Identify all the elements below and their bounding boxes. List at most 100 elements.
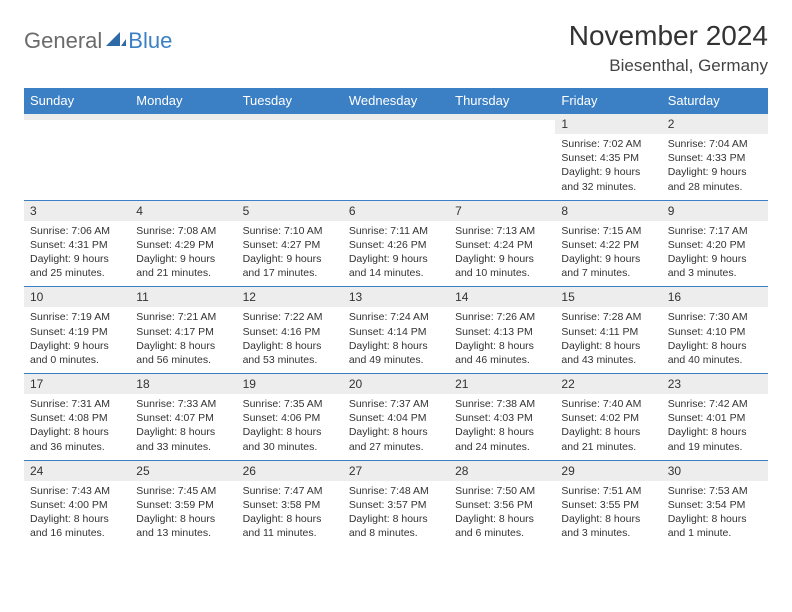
sunrise-text: Sunrise: 7:19 AM (30, 310, 124, 324)
day-body: Sunrise: 7:02 AMSunset: 4:35 PMDaylight:… (555, 134, 661, 200)
day-body: Sunrise: 7:31 AMSunset: 4:08 PMDaylight:… (24, 394, 130, 460)
weekday-header: Friday (555, 88, 661, 114)
day-cell: 10Sunrise: 7:19 AMSunset: 4:19 PMDayligh… (24, 287, 130, 374)
daylight-text: Daylight: 8 hours and 46 minutes. (455, 339, 549, 367)
sunset-text: Sunset: 4:35 PM (561, 151, 655, 165)
sunrise-text: Sunrise: 7:17 AM (668, 224, 762, 238)
header: General Blue November 2024 Biesenthal, G… (24, 20, 768, 76)
day-number: 5 (237, 201, 343, 221)
day-body (237, 120, 343, 178)
day-number: 6 (343, 201, 449, 221)
day-body: Sunrise: 7:15 AMSunset: 4:22 PMDaylight:… (555, 221, 661, 287)
sunrise-text: Sunrise: 7:13 AM (455, 224, 549, 238)
day-body: Sunrise: 7:06 AMSunset: 4:31 PMDaylight:… (24, 221, 130, 287)
sunrise-text: Sunrise: 7:51 AM (561, 484, 655, 498)
daylight-text: Daylight: 9 hours and 32 minutes. (561, 165, 655, 193)
daylight-text: Daylight: 8 hours and 1 minute. (668, 512, 762, 540)
daylight-text: Daylight: 8 hours and 53 minutes. (243, 339, 337, 367)
sunrise-text: Sunrise: 7:40 AM (561, 397, 655, 411)
sunset-text: Sunset: 4:08 PM (30, 411, 124, 425)
day-number: 14 (449, 287, 555, 307)
day-body: Sunrise: 7:37 AMSunset: 4:04 PMDaylight:… (343, 394, 449, 460)
day-body: Sunrise: 7:50 AMSunset: 3:56 PMDaylight:… (449, 481, 555, 547)
day-body: Sunrise: 7:45 AMSunset: 3:59 PMDaylight:… (130, 481, 236, 547)
day-number: 28 (449, 461, 555, 481)
daylight-text: Daylight: 8 hours and 8 minutes. (349, 512, 443, 540)
sunrise-text: Sunrise: 7:48 AM (349, 484, 443, 498)
day-body: Sunrise: 7:48 AMSunset: 3:57 PMDaylight:… (343, 481, 449, 547)
daylight-text: Daylight: 8 hours and 36 minutes. (30, 425, 124, 453)
daylight-text: Daylight: 9 hours and 14 minutes. (349, 252, 443, 280)
sunrise-text: Sunrise: 7:02 AM (561, 137, 655, 151)
sunset-text: Sunset: 4:29 PM (136, 238, 230, 252)
weekday-header: Monday (130, 88, 236, 114)
sunset-text: Sunset: 3:56 PM (455, 498, 549, 512)
day-number: 16 (662, 287, 768, 307)
day-number: 21 (449, 374, 555, 394)
day-cell: 28Sunrise: 7:50 AMSunset: 3:56 PMDayligh… (449, 460, 555, 546)
day-number: 4 (130, 201, 236, 221)
weekday-header: Tuesday (237, 88, 343, 114)
day-cell: 16Sunrise: 7:30 AMSunset: 4:10 PMDayligh… (662, 287, 768, 374)
day-cell: 24Sunrise: 7:43 AMSunset: 4:00 PMDayligh… (24, 460, 130, 546)
sunset-text: Sunset: 4:01 PM (668, 411, 762, 425)
sunset-text: Sunset: 4:19 PM (30, 325, 124, 339)
day-body: Sunrise: 7:21 AMSunset: 4:17 PMDaylight:… (130, 307, 236, 373)
day-cell (343, 114, 449, 201)
day-number: 20 (343, 374, 449, 394)
day-number: 30 (662, 461, 768, 481)
sunset-text: Sunset: 3:54 PM (668, 498, 762, 512)
daylight-text: Daylight: 8 hours and 19 minutes. (668, 425, 762, 453)
day-body: Sunrise: 7:53 AMSunset: 3:54 PMDaylight:… (662, 481, 768, 547)
day-cell: 9Sunrise: 7:17 AMSunset: 4:20 PMDaylight… (662, 200, 768, 287)
day-body: Sunrise: 7:30 AMSunset: 4:10 PMDaylight:… (662, 307, 768, 373)
day-cell: 4Sunrise: 7:08 AMSunset: 4:29 PMDaylight… (130, 200, 236, 287)
day-number: 9 (662, 201, 768, 221)
day-body: Sunrise: 7:24 AMSunset: 4:14 PMDaylight:… (343, 307, 449, 373)
daylight-text: Daylight: 8 hours and 16 minutes. (30, 512, 124, 540)
day-cell: 25Sunrise: 7:45 AMSunset: 3:59 PMDayligh… (130, 460, 236, 546)
day-cell (449, 114, 555, 201)
day-body: Sunrise: 7:28 AMSunset: 4:11 PMDaylight:… (555, 307, 661, 373)
daylight-text: Daylight: 8 hours and 49 minutes. (349, 339, 443, 367)
daylight-text: Daylight: 8 hours and 30 minutes. (243, 425, 337, 453)
day-number: 23 (662, 374, 768, 394)
logo-text-blue: Blue (128, 28, 172, 54)
sunrise-text: Sunrise: 7:04 AM (668, 137, 762, 151)
day-cell: 20Sunrise: 7:37 AMSunset: 4:04 PMDayligh… (343, 374, 449, 461)
day-body: Sunrise: 7:47 AMSunset: 3:58 PMDaylight:… (237, 481, 343, 547)
sunset-text: Sunset: 4:04 PM (349, 411, 443, 425)
day-cell: 8Sunrise: 7:15 AMSunset: 4:22 PMDaylight… (555, 200, 661, 287)
day-number: 2 (662, 114, 768, 134)
daylight-text: Daylight: 9 hours and 3 minutes. (668, 252, 762, 280)
day-cell: 27Sunrise: 7:48 AMSunset: 3:57 PMDayligh… (343, 460, 449, 546)
day-cell: 3Sunrise: 7:06 AMSunset: 4:31 PMDaylight… (24, 200, 130, 287)
sunrise-text: Sunrise: 7:35 AM (243, 397, 337, 411)
day-number: 15 (555, 287, 661, 307)
day-number: 8 (555, 201, 661, 221)
sunset-text: Sunset: 4:22 PM (561, 238, 655, 252)
daylight-text: Daylight: 8 hours and 40 minutes. (668, 339, 762, 367)
day-cell (24, 114, 130, 201)
day-number: 26 (237, 461, 343, 481)
daylight-text: Daylight: 9 hours and 28 minutes. (668, 165, 762, 193)
day-cell: 12 Sunrise: 7:22 AMSunset: 4:16 PMDayligh… (237, 287, 343, 374)
sunset-text: Sunset: 4:16 PM (243, 325, 337, 339)
daylight-text: Daylight: 9 hours and 21 minutes. (136, 252, 230, 280)
sunset-text: Sunset: 4:06 PM (243, 411, 337, 425)
day-body: Sunrise: 7:33 AMSunset: 4:07 PMDaylight:… (130, 394, 236, 460)
daylight-text: Daylight: 9 hours and 7 minutes. (561, 252, 655, 280)
week-row: 1Sunrise: 7:02 AMSunset: 4:35 PMDaylight… (24, 114, 768, 201)
day-cell: 19Sunrise: 7:35 AMSunset: 4:06 PMDayligh… (237, 374, 343, 461)
day-body: Sunrise: 7:04 AMSunset: 4:33 PMDaylight:… (662, 134, 768, 200)
day-body: Sunrise: 7:19 AMSunset: 4:19 PMDaylight:… (24, 307, 130, 373)
sunrise-text: Sunrise: 7:22 AM (243, 310, 337, 324)
day-number: 10 (24, 287, 130, 307)
day-number: 12 (237, 287, 343, 307)
day-body: Sunrise: 7:17 AMSunset: 4:20 PMDaylight:… (662, 221, 768, 287)
sunrise-text: Sunrise: 7:42 AM (668, 397, 762, 411)
day-cell: 18Sunrise: 7:33 AMSunset: 4:07 PMDayligh… (130, 374, 236, 461)
sunrise-text: Sunrise: 7:50 AM (455, 484, 549, 498)
sunset-text: Sunset: 4:33 PM (668, 151, 762, 165)
daylight-text: Daylight: 8 hours and 6 minutes. (455, 512, 549, 540)
